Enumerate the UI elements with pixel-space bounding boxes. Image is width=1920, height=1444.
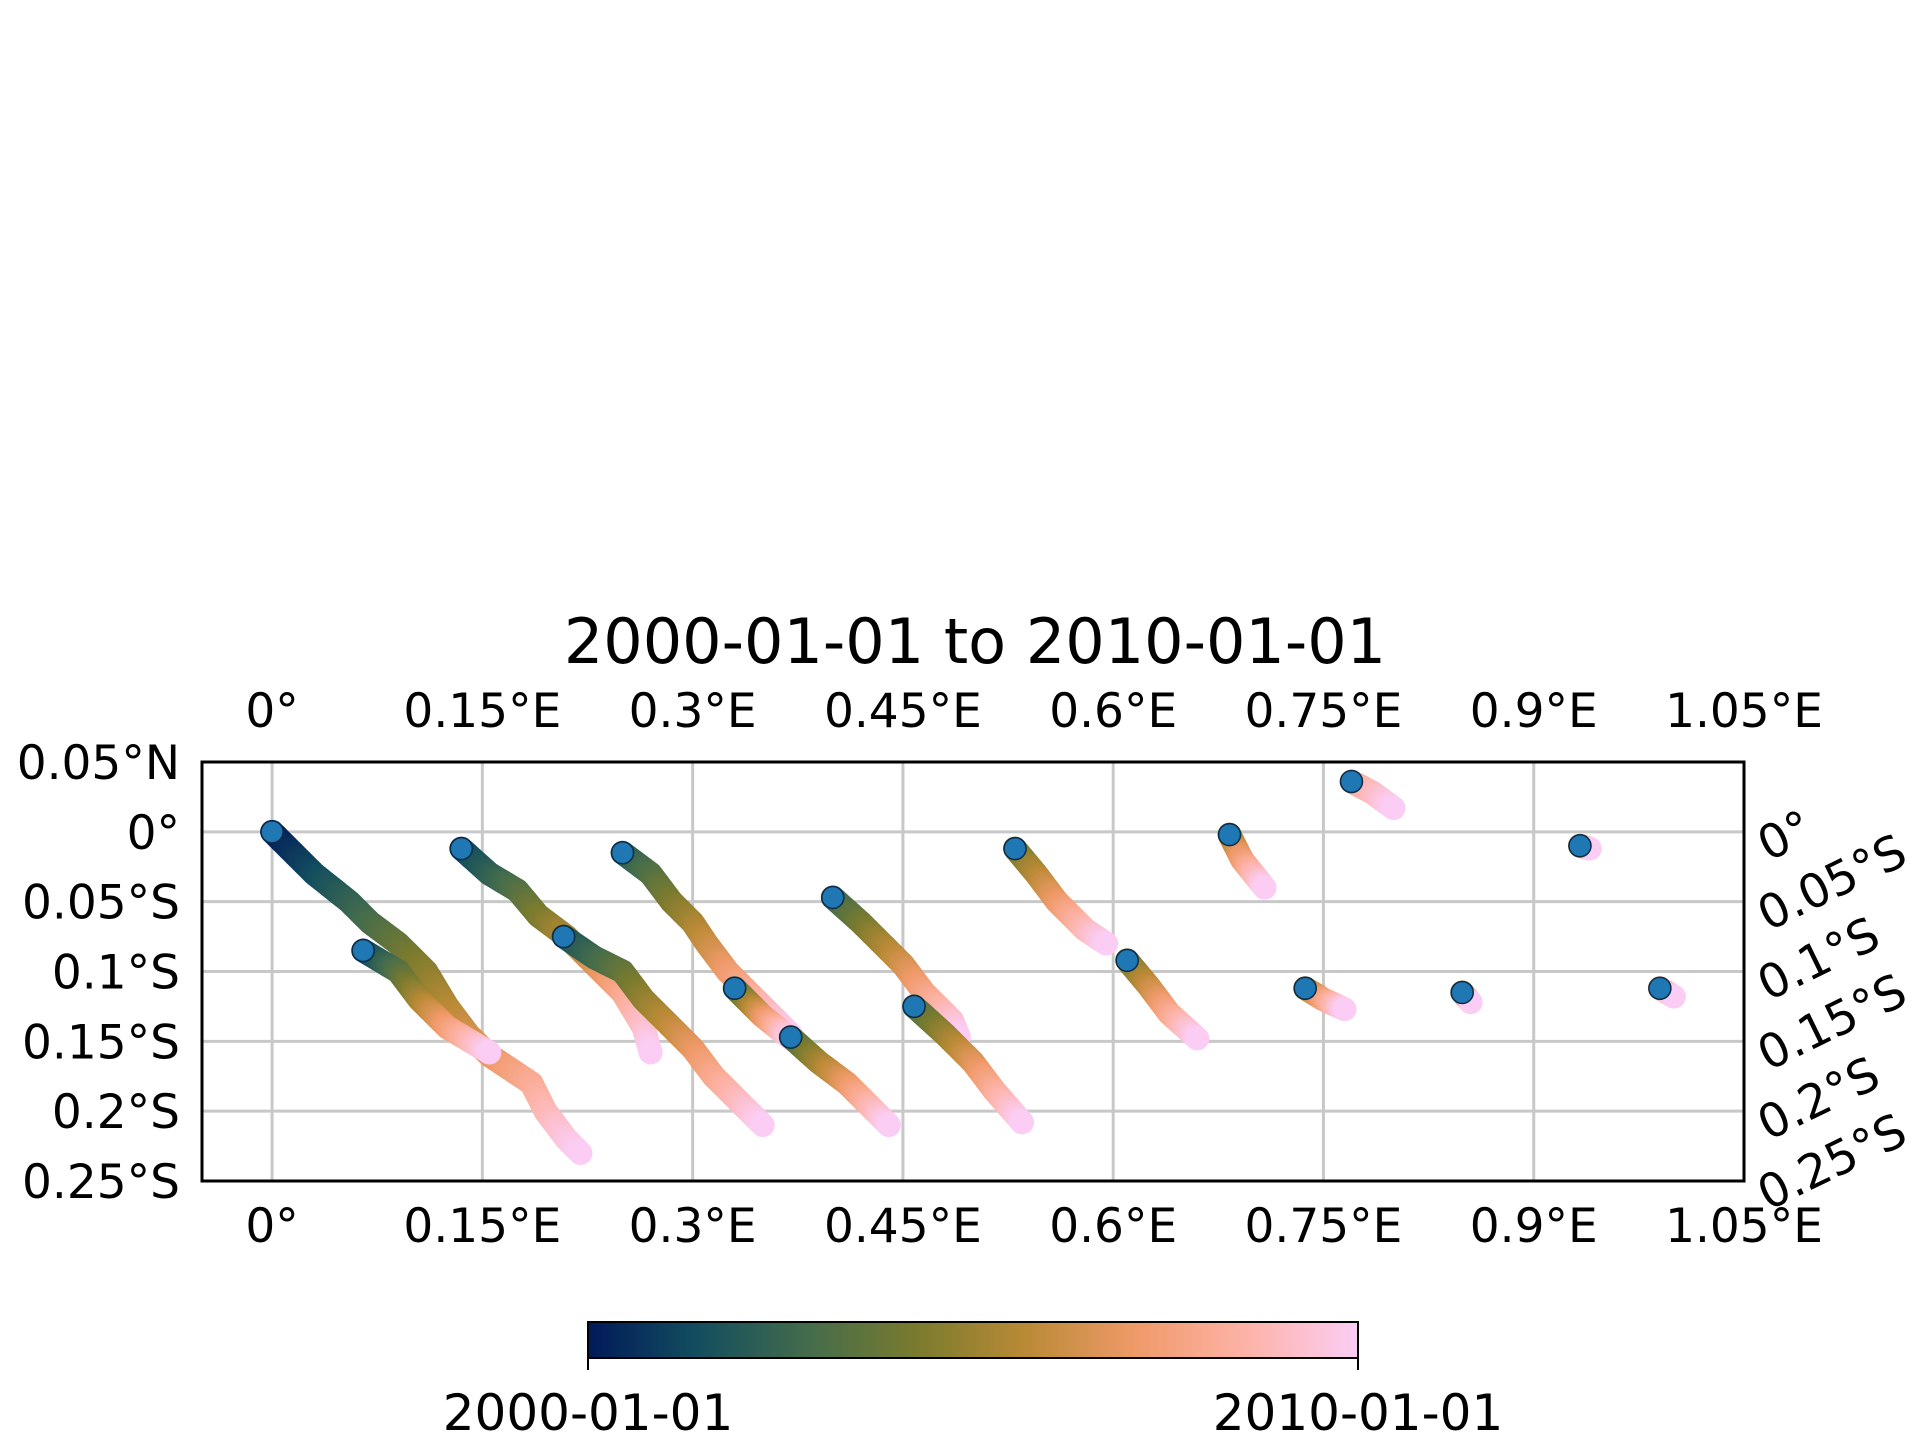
drift-track <box>902 994 1035 1135</box>
track-start-marker <box>351 938 375 963</box>
colorbar: 2000-01-01 2010-01-01 <box>443 1321 1504 1442</box>
track-start-marker <box>902 994 926 1019</box>
x-tick-label-bottom: 0.75°E <box>1245 1199 1403 1254</box>
x-tick-label-top: 0.9°E <box>1470 684 1598 739</box>
x-tick-label-top: 0.75°E <box>1245 684 1403 739</box>
x-tick-label-bottom: 0.3°E <box>629 1199 757 1254</box>
track-start-marker <box>1450 980 1474 1005</box>
drift-track <box>1003 836 1119 956</box>
y-tick-label-left: 0.1°S <box>52 946 180 1001</box>
y-tick-label-left: 0° <box>127 806 180 861</box>
track-start-marker <box>779 1025 803 1049</box>
track-point <box>750 1113 775 1138</box>
y-tick-label-left: 0.2°S <box>52 1085 180 1140</box>
track-start-marker <box>610 841 635 865</box>
x-tick-label-bottom: 0.45°E <box>824 1199 982 1254</box>
x-tick-label-top: 1.05°E <box>1665 684 1823 739</box>
x-tick-label-top: 0.15°E <box>403 684 561 739</box>
track-point <box>1185 1026 1210 1051</box>
y-tick-label-left: 0.05°S <box>22 876 180 931</box>
track-start-marker <box>821 885 845 910</box>
x-tick-label-top: 0.3°E <box>629 684 757 739</box>
track-point <box>568 1141 593 1166</box>
y-tick-label-right: 0° <box>1749 800 1821 873</box>
drift-track <box>1293 976 1357 1022</box>
x-tick-label-bottom: 0.15°E <box>403 1199 561 1254</box>
track-start-marker <box>722 976 747 1001</box>
track-point <box>1381 796 1406 821</box>
drift-track <box>722 976 803 1051</box>
colorbar-gradient <box>587 1321 1359 1359</box>
x-tick-label-bottom: 0° <box>245 1199 298 1254</box>
drift-track <box>1339 769 1406 821</box>
track-start-marker <box>1217 822 1242 847</box>
colorbar-min-label: 2000-01-01 <box>443 1384 734 1440</box>
track-start-marker <box>449 836 474 861</box>
track-point <box>477 1040 502 1065</box>
track-point <box>1010 1110 1035 1135</box>
y-tick-label-left: 0.15°S <box>22 1015 180 1070</box>
track-start-marker <box>1003 836 1027 861</box>
chart-title: 2000-01-01 to 2010-01-01 <box>564 605 1386 678</box>
drift-track <box>1450 980 1483 1015</box>
colorbar-max-label: 2010-01-01 <box>1213 1384 1504 1440</box>
track-start-marker <box>260 820 284 844</box>
x-tick-label-top: 0.6°E <box>1049 684 1177 739</box>
plot-frame <box>200 760 1746 1183</box>
tick-labels: 0° 0° 0.15°E 0.15°E 0.3°E 0.3°E 0.45°E 0.45°E 0.… <box>17 684 1916 1254</box>
drift-track <box>1647 976 1686 1009</box>
drift-track <box>1115 948 1210 1051</box>
x-tick-label-bottom: 0.9°E <box>1470 1199 1598 1254</box>
track-point <box>1332 997 1357 1022</box>
y-tick-label-left: 0.25°S <box>22 1155 180 1210</box>
track-start-marker <box>1293 976 1317 1001</box>
track-start-marker <box>1115 948 1139 973</box>
track-point <box>1094 931 1119 956</box>
drift-track <box>1567 833 1602 861</box>
track-point <box>1252 875 1277 900</box>
x-tick-label-top: 0° <box>245 684 298 739</box>
track-point <box>876 1113 901 1138</box>
track-layer <box>260 769 1686 1166</box>
y-tick-label-left: 0.05°N <box>17 736 180 791</box>
drift-track <box>351 938 502 1065</box>
track-start-marker <box>1339 769 1364 794</box>
track-start-marker <box>1568 834 1592 858</box>
x-tick-label-bottom: 0.6°E <box>1049 1199 1177 1254</box>
drift-track <box>1217 822 1277 900</box>
track-start-marker <box>551 924 576 949</box>
track-start-marker <box>1648 976 1672 1001</box>
x-tick-label-bottom: 1.05°E <box>1665 1199 1823 1254</box>
drift-track <box>551 924 775 1138</box>
drift-track <box>778 1025 901 1138</box>
track-point <box>638 1040 663 1065</box>
x-tick-label-top: 0.45°E <box>824 684 982 739</box>
